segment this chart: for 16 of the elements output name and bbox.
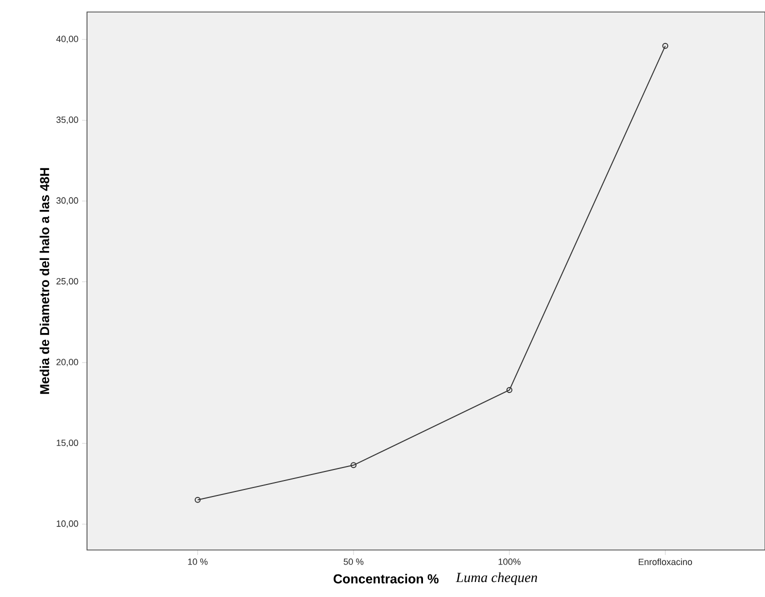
x-axis-title: Concentracion % (334, 574, 439, 584)
point (350, 462, 357, 468)
point (506, 387, 512, 394)
y-tick-label: 35,00 (56, 116, 78, 124)
y-tick-label: 20,00 (56, 358, 78, 366)
text: Luma chequen (456, 572, 538, 586)
y-axis-title: Media de Diametro del halo a las 48H (40, 168, 50, 394)
y-tick-label: 15,00 (56, 440, 78, 448)
y-tick-label: 10,00 (56, 520, 78, 528)
x-tick-label: 100% (498, 558, 521, 565)
y-tick-label: 25,00 (56, 278, 78, 286)
y-tick-label: 30,00 (56, 197, 78, 205)
x-tick-label: 10 % (188, 558, 208, 565)
y-tick-label: 40,00 (56, 36, 78, 44)
x-tick-label: Enrofloxacino (638, 558, 692, 566)
x-tick-label: 50 % (344, 558, 364, 565)
